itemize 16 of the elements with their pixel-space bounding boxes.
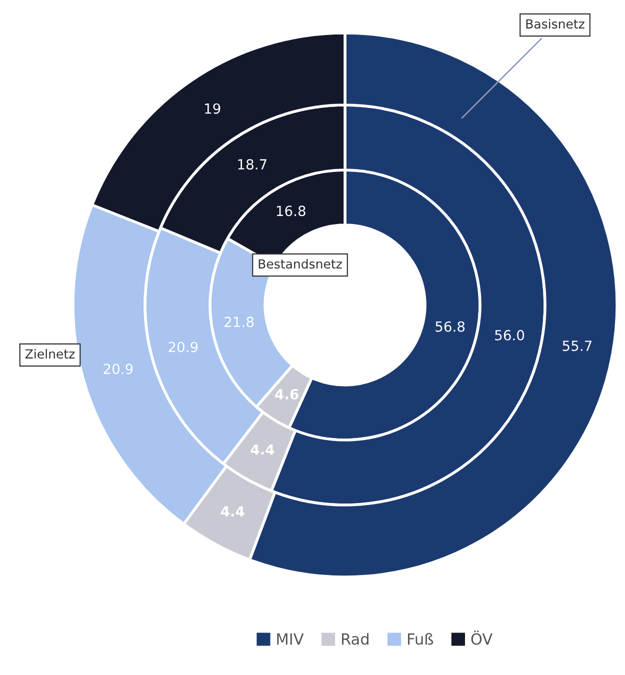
data-label: 56.0	[495, 330, 524, 340]
legend-label: ÖV	[471, 630, 493, 645]
data-label: 56.8	[436, 321, 465, 332]
legend-label: Rad	[342, 632, 368, 645]
slice-label: Bestandsnetz	[258, 258, 342, 269]
slice-label: Zielnetz	[25, 348, 75, 359]
data-label: 20.9	[168, 342, 198, 352]
data-label: 55.7	[562, 340, 592, 352]
data-label: 20.9	[104, 364, 133, 374]
data-label: 21.8	[224, 316, 254, 328]
legend-label: Fuß	[408, 632, 434, 645]
data-label: 16.8	[276, 206, 306, 216]
data-label: 18.7	[238, 159, 266, 170]
slice-label: Basisnetz	[526, 18, 584, 29]
legend-label: MIV	[277, 633, 304, 645]
data-label: 19	[205, 103, 220, 114]
